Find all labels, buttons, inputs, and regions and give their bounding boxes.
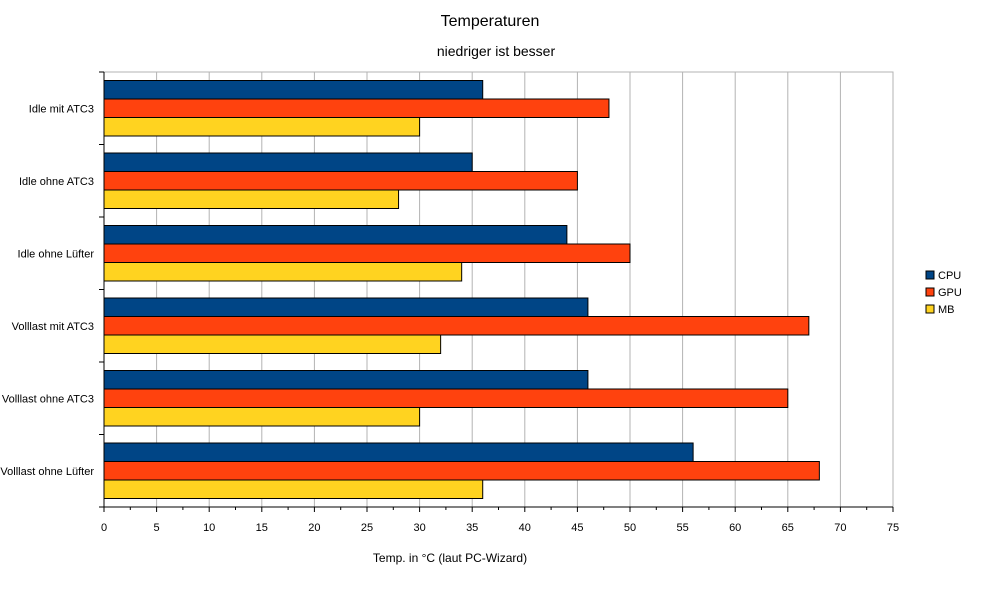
bar-gpu — [103, 461, 820, 481]
x-tick-label: 0 — [101, 522, 107, 534]
chart-title: Temperaturen — [441, 13, 540, 30]
plot-area — [103, 71, 894, 508]
x-tick-label: 75 — [887, 522, 899, 534]
category-label: Idle mit ATC3 — [29, 103, 94, 115]
bar-gpu — [103, 243, 631, 263]
x-tick-label: 20 — [308, 522, 320, 534]
bar-mb — [103, 407, 421, 427]
x-tick-label: 35 — [466, 522, 478, 534]
x-tick-label: 70 — [834, 522, 846, 534]
bar-mb — [103, 334, 442, 354]
legend: CPU GPU MB — [925, 270, 962, 316]
bar-mb — [103, 117, 421, 137]
category-label: Volllast ohne ATC3 — [2, 393, 94, 405]
legend-label-mb: MB — [938, 304, 955, 316]
bar-mb — [103, 479, 484, 499]
x-tick-label: 30 — [413, 522, 425, 534]
legend-swatch-gpu — [925, 287, 935, 297]
category-label: Volllast mit ATC3 — [12, 321, 94, 333]
bar-cpu — [103, 442, 694, 462]
chart-subtitle: niedriger ist besser — [437, 43, 556, 59]
category-labels: Idle mit ATC3 Idle ohne ATC3 Idle ohne Lüf… — [0, 103, 94, 478]
legend-swatch-mb — [925, 304, 935, 314]
bar-cpu — [103, 80, 484, 100]
x-tick-label: 10 — [203, 522, 215, 534]
bar-cpu — [103, 297, 589, 317]
bar-mb — [103, 262, 463, 282]
grid-lines — [103, 71, 894, 508]
x-tick-label: 65 — [782, 522, 794, 534]
x-tick-labels: 0 5 10 15 20 25 30 35 40 45 50 55 60 65 70 75 — [101, 522, 899, 534]
bar-mb — [103, 189, 400, 209]
x-tick-label: 15 — [256, 522, 268, 534]
category-label: Idle ohne ATC3 — [19, 176, 94, 188]
x-tick-label: 45 — [571, 522, 583, 534]
bar-gpu — [103, 98, 610, 118]
bar-cpu — [103, 152, 473, 172]
x-tick-label: 55 — [676, 522, 688, 534]
x-tick-label: 40 — [519, 522, 531, 534]
legend-label-cpu: CPU — [938, 270, 961, 282]
x-tick-label: 50 — [624, 522, 636, 534]
x-axis-label: Temp. in °C (laut PC-Wizard) — [373, 551, 527, 565]
legend-label-gpu: GPU — [938, 287, 962, 299]
axes — [99, 71, 894, 512]
bar-gpu — [103, 316, 810, 336]
legend-swatch-cpu — [925, 270, 935, 280]
x-tick-label: 60 — [729, 522, 741, 534]
bar-gpu — [103, 171, 578, 191]
bar-cpu — [103, 370, 589, 390]
x-tick-label: 25 — [361, 522, 373, 534]
bar-cpu — [103, 225, 568, 245]
x-tick-label: 5 — [154, 522, 160, 534]
category-label: Idle ohne Lüfter — [18, 248, 95, 260]
bar-gpu — [103, 388, 789, 408]
category-label: Volllast ohne Lüfter — [0, 466, 94, 478]
